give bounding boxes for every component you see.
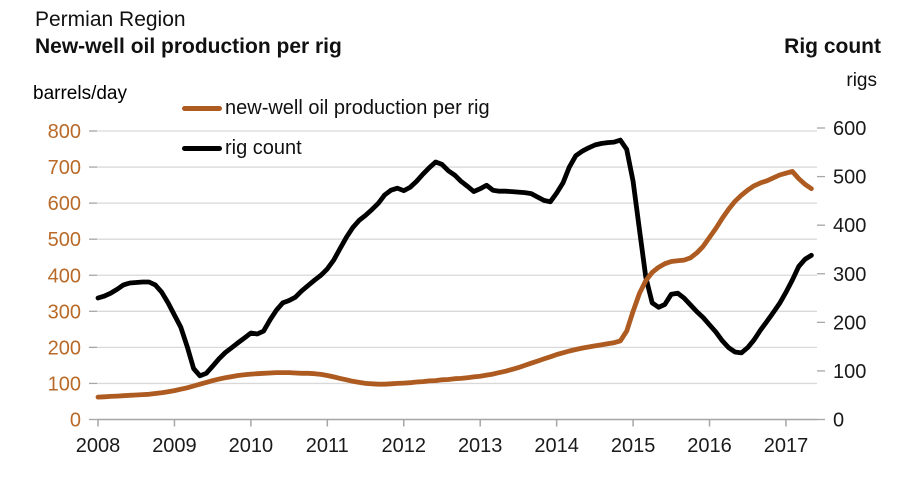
- rig-count-series-line: [95, 137, 814, 379]
- x-tick-label: 2012: [382, 435, 427, 457]
- region-title: Permian Region: [35, 8, 186, 31]
- legend-label-production: new-well oil production per rig: [225, 96, 490, 119]
- right-tick-label: 300: [833, 264, 866, 286]
- left-tick-label: 100: [48, 373, 81, 395]
- left-tick-label: 0: [70, 410, 81, 432]
- legend-item-production: new-well oil production per rig: [182, 88, 490, 128]
- x-tick-label: 2017: [764, 435, 809, 457]
- x-tick-label: 2011: [306, 435, 349, 457]
- left-tick-label: 400: [48, 265, 81, 287]
- chart-legend: new-well oil production per rig rig coun…: [182, 88, 490, 168]
- x-tick-label: 2015: [611, 435, 656, 457]
- right-tick-label: 400: [833, 215, 866, 237]
- left-tick-label: 500: [48, 229, 81, 251]
- right-tick-label: 0: [833, 410, 844, 432]
- left-tick-label: 200: [48, 337, 81, 359]
- production-series-line: [95, 168, 814, 400]
- right-tick-label: 200: [833, 312, 866, 334]
- page-title: New-well oil production per rig: [35, 35, 342, 58]
- legend-label-rig-count: rig count: [225, 136, 302, 159]
- left-tick-label: 700: [48, 157, 81, 179]
- left-tick-label: 300: [48, 301, 81, 323]
- x-tick-label: 2009: [152, 435, 197, 457]
- right-tick-label: 500: [833, 167, 866, 189]
- x-tick-label: 2008: [76, 435, 121, 457]
- right-axis-title: Rig count: [784, 35, 881, 58]
- rig-count-line-swatch: [182, 145, 222, 151]
- left-tick-label: 800: [48, 121, 81, 143]
- production-line-swatch: [182, 105, 222, 111]
- x-tick-label: 2016: [687, 435, 732, 457]
- x-tick-label: 2010: [229, 435, 274, 457]
- left-axis-unit-label: barrels/day: [33, 83, 127, 104]
- left-tick-label: 600: [48, 193, 81, 215]
- right-tick-label: 100: [833, 361, 866, 383]
- x-tick-label: 2013: [458, 435, 503, 457]
- legend-item-rig-count: rig count: [182, 128, 490, 168]
- right-axis-unit-label: rigs: [846, 70, 877, 91]
- x-tick-label: 2014: [534, 435, 579, 457]
- right-tick-label: 600: [833, 118, 866, 140]
